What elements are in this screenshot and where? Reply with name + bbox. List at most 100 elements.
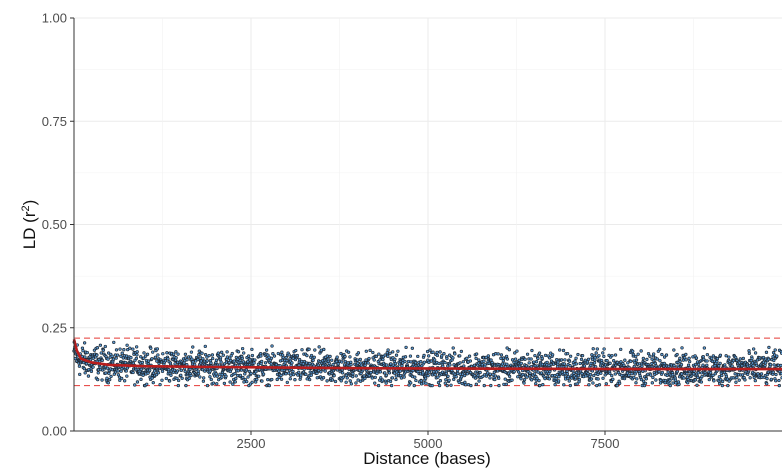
data-point bbox=[205, 355, 209, 359]
y-axis-title-superscript: 2 bbox=[20, 205, 32, 211]
data-point bbox=[150, 376, 154, 380]
data-point bbox=[304, 372, 308, 376]
data-point bbox=[160, 369, 165, 374]
data-point bbox=[277, 369, 281, 373]
data-point bbox=[474, 356, 478, 361]
data-point bbox=[307, 347, 311, 351]
data-point bbox=[454, 375, 458, 379]
data-point bbox=[333, 379, 338, 384]
data-point bbox=[443, 361, 447, 365]
data-point bbox=[632, 375, 636, 380]
data-point bbox=[269, 362, 273, 366]
data-point bbox=[125, 343, 129, 347]
data-point bbox=[335, 355, 339, 359]
data-point bbox=[630, 372, 634, 376]
ld-decay-fit-line bbox=[72, 338, 782, 371]
data-point bbox=[610, 373, 614, 378]
data-point bbox=[735, 375, 739, 380]
data-point bbox=[233, 380, 237, 384]
data-point bbox=[100, 378, 104, 382]
data-point bbox=[768, 362, 773, 367]
data-point bbox=[124, 369, 128, 373]
data-point bbox=[114, 348, 119, 352]
data-point bbox=[775, 354, 779, 358]
data-point bbox=[696, 362, 701, 367]
data-point bbox=[626, 361, 630, 365]
data-point bbox=[290, 361, 294, 365]
data-point bbox=[341, 375, 346, 379]
data-point bbox=[185, 358, 189, 362]
data-point bbox=[123, 360, 128, 365]
data-point bbox=[351, 375, 355, 379]
data-point bbox=[410, 346, 414, 350]
data-point bbox=[109, 374, 113, 379]
data-point bbox=[515, 349, 519, 353]
data-point bbox=[741, 356, 745, 361]
data-point bbox=[246, 359, 250, 364]
data-point bbox=[712, 379, 716, 383]
data-point bbox=[767, 357, 771, 361]
data-point bbox=[484, 355, 488, 360]
data-point bbox=[349, 363, 353, 367]
data-point bbox=[156, 353, 160, 357]
data-point bbox=[507, 374, 512, 378]
data-point bbox=[174, 356, 178, 360]
data-point bbox=[608, 371, 612, 376]
data-point bbox=[283, 361, 287, 365]
data-point bbox=[216, 378, 221, 382]
data-point bbox=[592, 373, 596, 378]
data-point bbox=[738, 357, 742, 361]
data-point bbox=[421, 371, 425, 375]
data-point bbox=[570, 376, 574, 380]
data-point bbox=[95, 353, 99, 357]
data-point bbox=[426, 374, 430, 378]
data-point bbox=[155, 347, 160, 351]
data-point bbox=[279, 377, 284, 381]
data-point bbox=[327, 361, 331, 366]
data-point bbox=[285, 380, 289, 385]
data-point bbox=[747, 351, 751, 356]
data-point bbox=[539, 371, 544, 375]
data-point bbox=[368, 348, 372, 352]
data-point bbox=[499, 356, 503, 360]
data-point bbox=[218, 356, 223, 360]
data-point bbox=[444, 371, 449, 376]
data-point bbox=[176, 352, 180, 356]
data-point bbox=[562, 362, 566, 366]
data-point bbox=[443, 381, 447, 385]
data-point bbox=[203, 344, 207, 349]
data-point bbox=[413, 361, 418, 365]
data-point bbox=[164, 376, 169, 381]
data-point bbox=[679, 363, 684, 367]
data-point bbox=[205, 359, 209, 363]
data-point bbox=[610, 353, 614, 358]
data-point bbox=[403, 355, 408, 359]
data-point bbox=[597, 383, 602, 387]
data-point bbox=[465, 372, 470, 376]
y-axis-title-main: LD (r bbox=[20, 211, 39, 249]
data-point bbox=[457, 380, 461, 385]
data-point bbox=[550, 353, 555, 357]
data-point bbox=[458, 361, 462, 365]
data-point bbox=[444, 377, 448, 382]
data-point bbox=[339, 351, 343, 356]
data-point bbox=[588, 372, 593, 377]
data-point bbox=[154, 372, 159, 377]
data-point bbox=[701, 355, 705, 359]
data-point bbox=[694, 362, 698, 367]
data-point bbox=[260, 359, 264, 364]
data-point bbox=[242, 351, 246, 355]
data-point bbox=[196, 369, 200, 373]
data-point bbox=[125, 374, 129, 378]
data-point bbox=[748, 376, 752, 380]
data-point bbox=[562, 383, 566, 387]
data-point bbox=[619, 347, 623, 352]
data-point bbox=[522, 381, 526, 385]
data-point bbox=[528, 374, 532, 378]
data-point bbox=[580, 371, 584, 376]
data-point bbox=[752, 375, 756, 380]
data-point bbox=[699, 380, 704, 384]
data-point bbox=[120, 376, 124, 381]
data-point bbox=[172, 368, 177, 372]
